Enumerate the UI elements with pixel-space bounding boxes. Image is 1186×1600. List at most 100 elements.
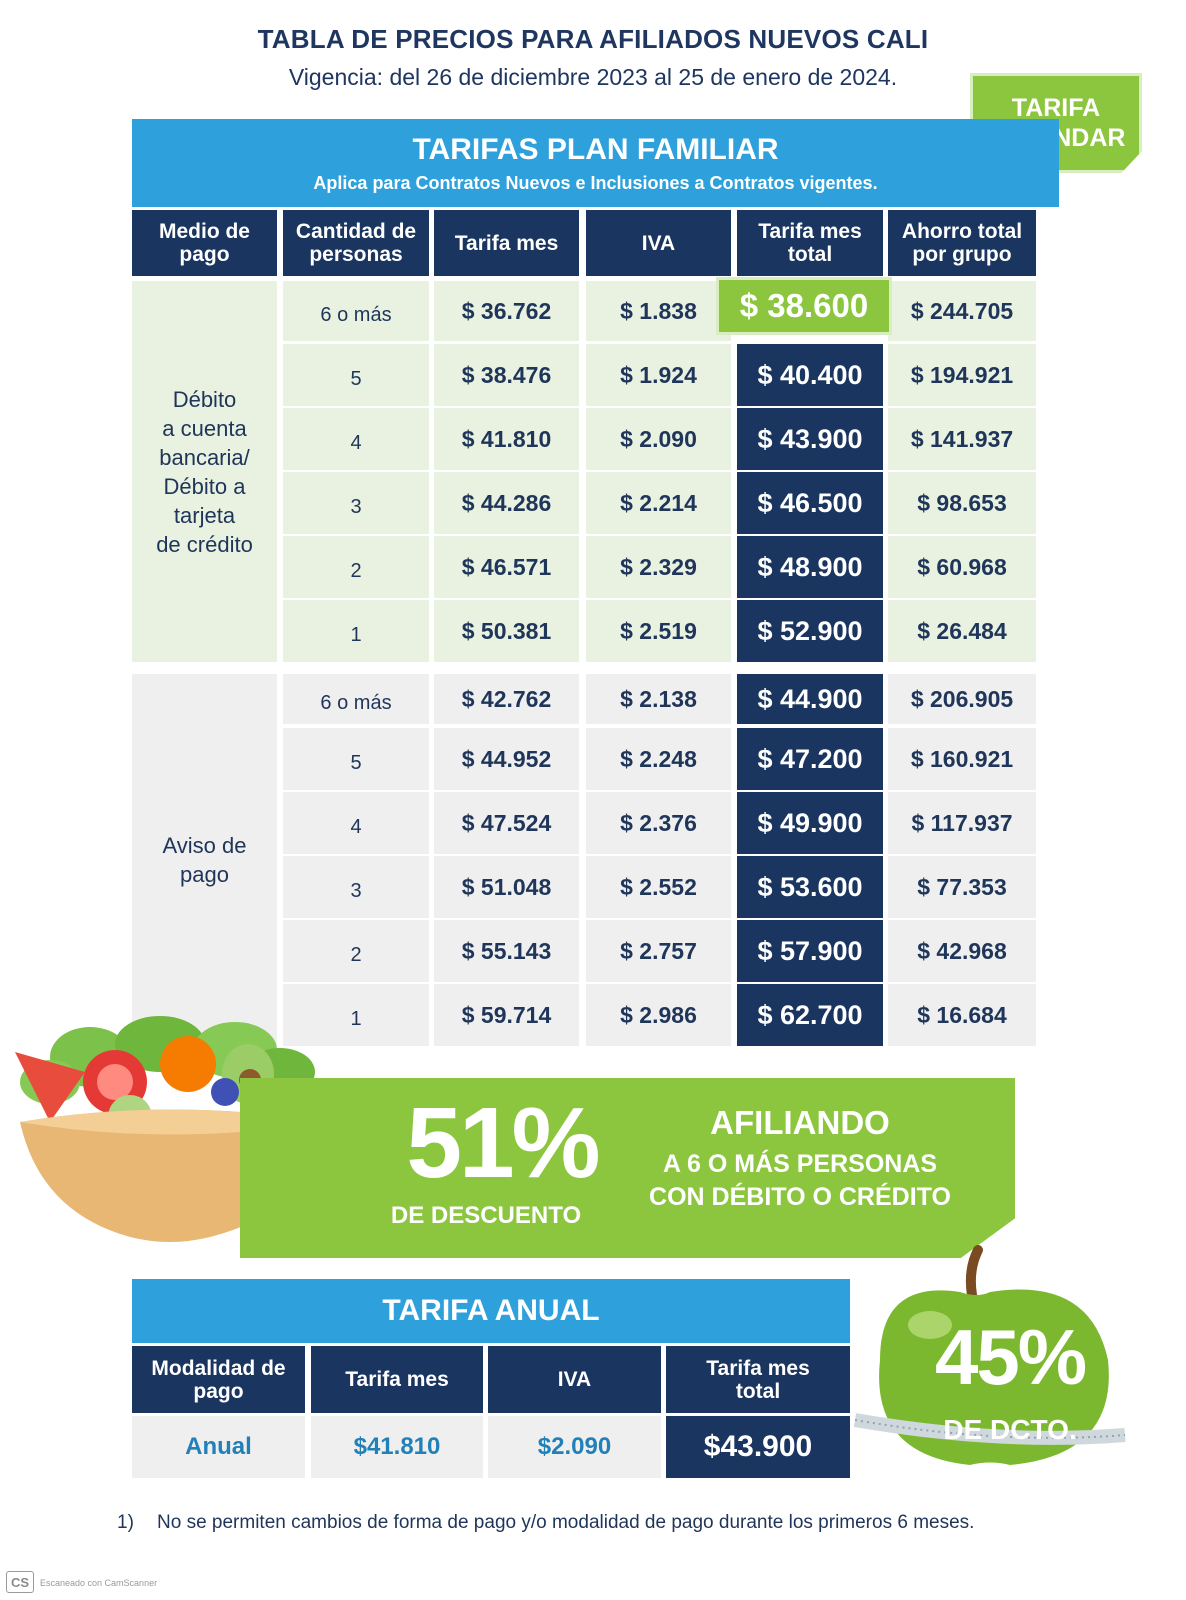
table-cell-bg: [888, 472, 1036, 534]
table-cell-bg: [888, 920, 1036, 982]
footnote-number: 1): [117, 1512, 134, 1533]
table-cell-bg: [434, 984, 579, 1046]
medio-de-pago-cell: [132, 281, 277, 662]
table-cell-bg: [283, 600, 429, 662]
medio-de-pago-lines: Débito a cuenta bancaria/Débito a tarjeta de…: [156, 385, 253, 559]
badge-line-1: TARIFA: [1011, 94, 1101, 122]
table-cell-bg: [888, 344, 1036, 406]
table-cell-bg: [283, 728, 429, 790]
annual-col-header-text: IVA: [558, 1368, 591, 1391]
table-cell-bg: [888, 792, 1036, 854]
plan-col-header-line: por grupo: [912, 243, 1012, 266]
annual-modalidad-cell: Anual: [132, 1416, 305, 1478]
ahorro-cell: $ 42.968: [917, 937, 1007, 964]
medio-de-pago-line: tarjeta: [173, 502, 236, 528]
tarifa-total-cell: $ 44.900: [737, 674, 883, 724]
tarifa-mes-cell: $ 38.476: [461, 361, 552, 388]
plan-title: TARIFAS PLAN FAMILIAR: [412, 133, 779, 166]
table-cell-bg: [888, 281, 1036, 341]
tarifa-total-cell: $ 46.500: [737, 472, 883, 534]
table-cell-bg: [434, 856, 579, 918]
iva-cell: $ 2.090: [620, 425, 697, 452]
table-cell-bg: [888, 408, 1036, 470]
camscanner-logo: CS: [6, 1571, 34, 1593]
personas-cell: 4: [350, 815, 362, 838]
annual-col-header-line: Modalidad de: [151, 1356, 286, 1380]
apple-label: DE DCTO.: [943, 1414, 1077, 1445]
green-apple-illustration: [853, 1245, 1126, 1465]
medio-de-pago-line: a cuenta: [162, 415, 247, 441]
ahorro-cell: $ 117.937: [911, 809, 1013, 836]
personas-cell: 5: [350, 367, 362, 390]
plan-col-header-text: Cantidad de personas: [296, 220, 416, 266]
table-cell-bg: [434, 344, 579, 406]
annual-total-cell: $43.900: [666, 1416, 850, 1478]
tarifa-total-cell: $ 52.900: [737, 600, 883, 662]
tarifa-total-highlight-cell: $ 38.600: [716, 277, 892, 335]
table-cell-bg: [434, 408, 579, 470]
ahorro-cell: $ 194.921: [910, 361, 1014, 388]
promo-line-2: CON DÉBITO O CRÉDITO: [649, 1183, 951, 1211]
table-cell-bg: [283, 472, 429, 534]
iva-cell: $ 2.519: [620, 617, 697, 644]
tarifa-mes-cell: $ 50.381: [461, 617, 552, 644]
plan-col-header: Ahorro total por grupo: [888, 210, 1036, 276]
table-cell-bg: [283, 920, 429, 982]
plan-col-header-text: Ahorro total por grupo: [902, 220, 1022, 266]
medio-de-pago-cell: [132, 674, 277, 1046]
tarifa-mes-cell: $ 47.524: [461, 809, 552, 836]
annual-col-header-line: total: [735, 1379, 781, 1403]
table-cell-bg: [283, 344, 429, 406]
tarifa-mes-cell: $ 41.810: [461, 425, 552, 452]
personas-cell: 1: [350, 623, 362, 646]
plan-col-header-line: Ahorro total: [901, 220, 1023, 243]
table-cell-bg: [586, 728, 731, 790]
tarifa-total-cell: $ 40.400: [737, 344, 883, 406]
plan-col-header: Cantidad de personas: [283, 210, 429, 276]
table-cell-bg: [586, 984, 731, 1046]
plan-header: TARIFAS PLAN FAMILIAR Aplica para Contra…: [132, 119, 1059, 207]
plan-col-header-line: IVA: [641, 231, 676, 255]
watermelon-slice: [15, 1052, 85, 1122]
page-subtitle: Vigencia: del 26 de diciembre 2023 al 25…: [288, 64, 898, 90]
tarifa-total-cell: $ 48.900: [737, 536, 883, 598]
iva-cell: $ 2.376: [620, 809, 697, 836]
table-cell-bg: [586, 408, 731, 470]
plan-col-header-line: Tarifa mes: [454, 231, 559, 255]
plan-col-header: Medio de pago: [132, 210, 277, 276]
tarifa-total-cell: $ 43.900: [737, 408, 883, 470]
ahorro-cell: $ 77.353: [917, 873, 1007, 900]
footnote-text: No se permiten cambios de forma de pago …: [157, 1512, 975, 1533]
promo-percent: 51%: [406, 1087, 600, 1199]
table-cell-bg: [888, 728, 1036, 790]
annual-col-header-line: Tarifa mes: [706, 1356, 810, 1380]
table-cell-bg: [586, 920, 731, 982]
tarifa-mes-cell: $ 55.143: [461, 937, 552, 964]
plan-col-header-text: Tarifa mes: [455, 232, 559, 255]
table-cell-bg: [283, 536, 429, 598]
plan-col-header-line: Medio de: [158, 220, 250, 243]
personas-cell: 6 o más: [320, 691, 392, 714]
table-cell-bg: [434, 472, 579, 534]
annual-col-header: IVA: [488, 1346, 661, 1413]
ahorro-cell: $ 98.653: [917, 489, 1007, 516]
annual-col-header-text: Modalidad de pago: [151, 1357, 285, 1403]
tarifa-mes-cell: $ 44.286: [461, 489, 552, 516]
plan-col-header-line: personas: [309, 243, 403, 266]
personas-cell: 2: [350, 559, 362, 582]
table-cell-bg: [434, 674, 579, 724]
tarifa-total-cell: $ 47.200: [737, 728, 883, 790]
annual-tarifa-cell: $41.810: [311, 1416, 483, 1478]
plan-col-header-line: pago: [179, 243, 230, 266]
iva-cell: $ 1.924: [620, 361, 697, 388]
page-title: TABLA DE PRECIOS PARA AFILIADOS NUEVOS C…: [257, 24, 929, 54]
table-cell-bg: [434, 281, 579, 341]
table-cell-bg: [586, 536, 731, 598]
apple-percent: 45%: [934, 1313, 1087, 1401]
table-cell-bg: [283, 674, 429, 724]
camscanner-text: Escaneado con CamScanner: [40, 1578, 158, 1588]
annual-table-title: TARIFA ANUAL: [132, 1279, 850, 1343]
promo-line-1: A 6 O MÁS PERSONAS: [662, 1150, 938, 1178]
tarifa-mes-cell: $ 42.762: [461, 685, 552, 712]
iva-cell: $ 2.248: [620, 745, 697, 772]
